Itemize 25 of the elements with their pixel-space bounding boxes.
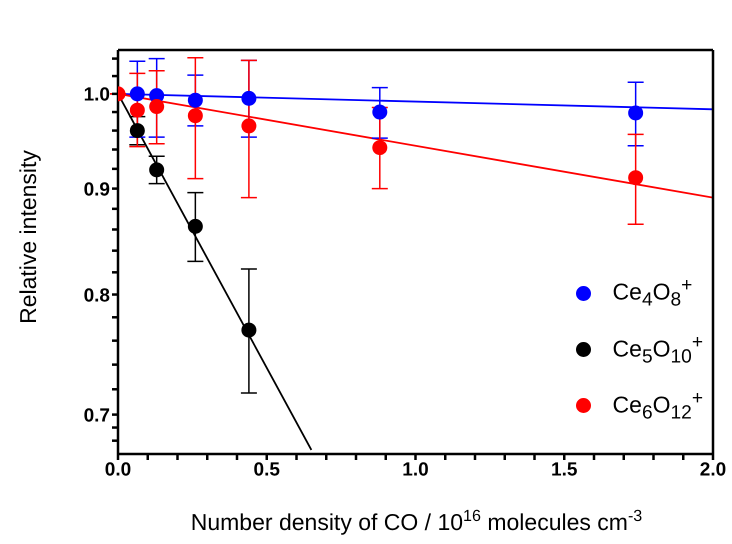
- x-tick-label: 1.5: [551, 459, 578, 480]
- point: [188, 108, 203, 124]
- point: [241, 322, 256, 338]
- y-tick-label: 1.0: [84, 84, 110, 106]
- point: [149, 99, 164, 114]
- x-tick-label: 0.0: [104, 459, 132, 480]
- point: [628, 170, 644, 186]
- y-tick-label: 0.9: [84, 179, 110, 200]
- point: [628, 105, 644, 120]
- point: [241, 118, 256, 134]
- point: [130, 102, 145, 118]
- x-tick-label: 2.0: [700, 459, 726, 480]
- x-tick-label: 0.5: [254, 459, 280, 480]
- y-axis-title: Relative intensity: [15, 150, 41, 324]
- point: [130, 86, 145, 102]
- point: [372, 140, 388, 156]
- y-tick-label: 0.8: [84, 285, 110, 306]
- x-axis-title: Number density of CO / 10$^{16}$ molecules cm$^{-3}$: [190, 507, 642, 535]
- x-tick-label: 1.0: [402, 459, 429, 480]
- point: [372, 104, 388, 120]
- point: [241, 90, 256, 106]
- point: [149, 162, 164, 178]
- point: [188, 218, 203, 234]
- y-tick-label: 0.7: [84, 405, 110, 426]
- point: [188, 92, 203, 108]
